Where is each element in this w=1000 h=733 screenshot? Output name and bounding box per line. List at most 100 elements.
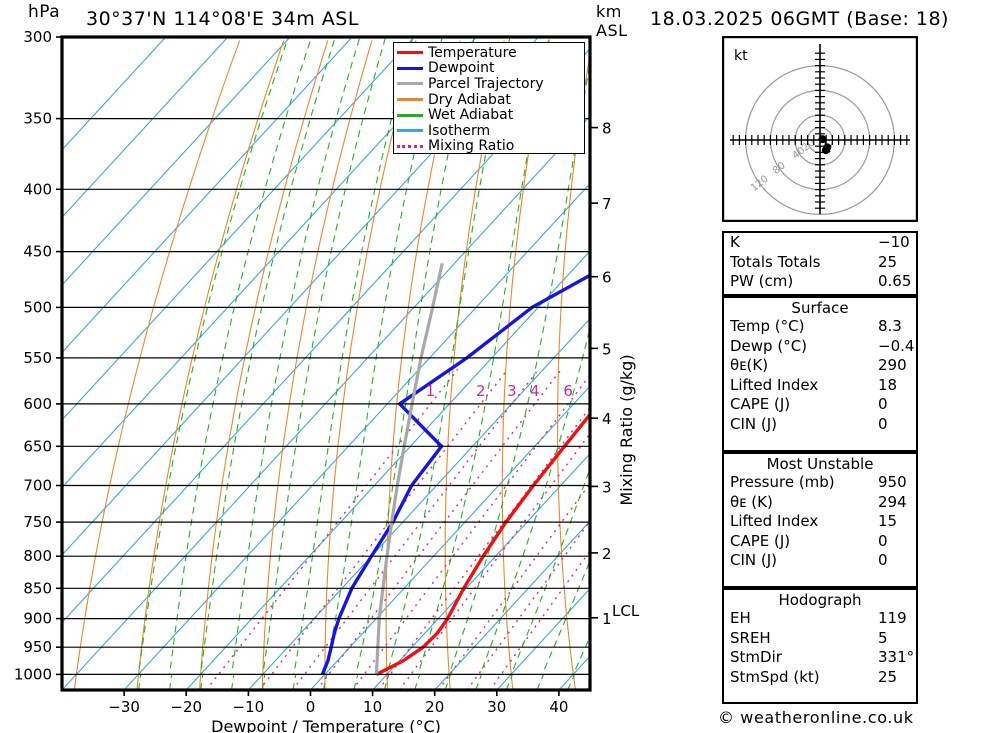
index-key: θᴇ(K) (730, 356, 769, 375)
index-value: 0 (878, 414, 888, 433)
pressure-tick-label: 800 (23, 547, 52, 565)
index-key: Lifted Index (730, 512, 819, 531)
pressure-tick-label: 600 (23, 395, 52, 413)
legend-label: Isotherm (428, 122, 491, 139)
index-key: StmDir (730, 648, 782, 667)
temperature-tick-label: −20 (170, 698, 202, 716)
index-row: CIN (J) 0 (724, 551, 916, 571)
legend-item: Parcel Trajectory (397, 76, 580, 92)
index-key: CIN (J) (730, 414, 778, 433)
dry-adiabat-line (73, 40, 241, 690)
pressure-tick-label: 350 (23, 110, 52, 128)
index-value: 0 (878, 531, 888, 550)
altitude-tick-label: 4 (602, 410, 612, 428)
index-value: −0.4 (878, 336, 915, 355)
plot-frame (60, 35, 592, 692)
index-value: 5 (878, 628, 888, 647)
index-row: CAPE (J) 0 (724, 532, 916, 552)
index-row: Totals Totals 25 (724, 253, 916, 273)
mixing-ratio-line (351, 374, 590, 690)
dry-adiabat-line (557, 51, 590, 690)
index-value: 0 (878, 551, 888, 570)
isotherm-line (62, 37, 167, 151)
profile-parcel-trajectory (374, 262, 444, 675)
index-row: CAPE (J) 0 (724, 395, 916, 415)
index-key: CIN (J) (730, 551, 778, 570)
index-value: 18 (878, 375, 898, 394)
index-value: 25 (878, 252, 898, 271)
mixing-ratio-line (398, 432, 590, 690)
temperature-tick-label: 10 (363, 698, 382, 716)
pressure-tick-label: 300 (23, 28, 52, 46)
panel-title: Surface (791, 299, 849, 317)
forecast-datetime: 18.03.2025 06GMT (Base: 18) (650, 8, 949, 30)
index-row: θᴇ(K) 290 (724, 356, 916, 376)
index-row: Pressure (mb) 950 (724, 473, 916, 493)
indices-panel-hodograph: Hodograph EH 119 SREH 5 StmDir 331° StmSpd (kt)… (722, 588, 918, 704)
index-value: 290 (878, 356, 907, 375)
legend-swatch-mixing-ratio (397, 144, 423, 148)
isotherm-line (434, 520, 590, 690)
wet-adiabat-line (383, 37, 511, 690)
index-row: Lifted Index 18 (724, 376, 916, 396)
index-row: StmDir 331° (724, 648, 916, 668)
index-value: 119 (878, 609, 907, 627)
index-value: 15 (878, 512, 898, 531)
mixing-ratio-label: 2 (476, 382, 486, 400)
panel-title: Hodograph (778, 591, 862, 609)
legend-label: Dry Adiabat (428, 91, 511, 108)
indices-panel-general: K −10 Totals Totals 25 PW (cm) 0.65 (722, 231, 918, 296)
index-value: 950 (878, 473, 907, 491)
legend-label: Wet Adiabat (428, 107, 514, 124)
mixing-ratio-line (258, 368, 509, 690)
temperature-tick-label: −30 (108, 698, 140, 716)
index-key: Temp (°C) (730, 317, 805, 335)
altitude-tick-label: 7 (602, 195, 612, 213)
isotherm-line (372, 452, 590, 690)
wet-adiabat-line (353, 37, 475, 690)
pressure-tick-label: 550 (23, 349, 52, 367)
pressure-tick-label: 450 (23, 243, 52, 261)
mixing-ratio-line (466, 519, 590, 690)
index-row: CIN (J) 0 (724, 415, 916, 435)
indices-panel-most-unstable: Most Unstable Pressure (mb) 950 θᴇ (K) 294 Li… (722, 452, 918, 588)
pressure-unit-label: hPa (28, 2, 61, 22)
index-key: Pressure (mb) (730, 473, 835, 491)
skewt-diagram[interactable]: 3003504004505005506006507007508008509009… (0, 0, 640, 733)
index-value: 25 (878, 667, 898, 686)
isotherm-line (185, 250, 590, 690)
wet-adiabat-line (322, 37, 443, 690)
index-key: SREH (730, 628, 771, 647)
indices-panel-surface: Surface Temp (°C) 8.3 Dewp (°C) −0.4 θᴇ(K) 290… (722, 296, 918, 452)
wet-adiabat-line (168, 37, 313, 690)
index-value: 0 (878, 395, 888, 414)
altitude-tick-label: 2 (602, 545, 612, 563)
isotherm-line (62, 37, 291, 286)
height-unit-label-2: ASL (596, 21, 628, 40)
legend-label: Parcel Trajectory (428, 75, 544, 92)
altitude-tick-label: 1 (602, 610, 612, 628)
index-value: 0.65 (878, 272, 912, 291)
legend-swatch-dry-adiabat (397, 98, 423, 102)
index-key: CAPE (J) (730, 395, 791, 414)
index-value: 8.3 (878, 317, 902, 335)
index-row: EH 119 (724, 609, 916, 629)
legend-swatch-isotherm (397, 129, 423, 133)
pressure-tick-label: 700 (23, 477, 52, 495)
mixing-ratio-label: 4 (530, 382, 540, 400)
index-row: Dewp (°C) −0.4 (724, 337, 916, 357)
legend-item: Temperature (397, 45, 580, 61)
temperature-tick-label: 40 (549, 698, 568, 716)
legend: Temperature Dewpoint Parcel Trajectory Dry … (393, 42, 585, 154)
wet-adiabat-line (292, 37, 414, 690)
index-key: EH (730, 609, 751, 627)
hodograph-unit-label: kt (734, 48, 748, 64)
dry-adiabat-line (199, 40, 329, 690)
legend-swatch-parcel-trajectory (397, 82, 423, 86)
index-row: Temp (°C) 8.3 (724, 317, 916, 337)
temperature-tick-label: 20 (425, 698, 444, 716)
mixing-ratio-axis-label: Mixing Ratio (g/kg) (617, 354, 636, 505)
index-value: 294 (878, 492, 907, 511)
legend-label: Dewpoint (428, 60, 495, 77)
